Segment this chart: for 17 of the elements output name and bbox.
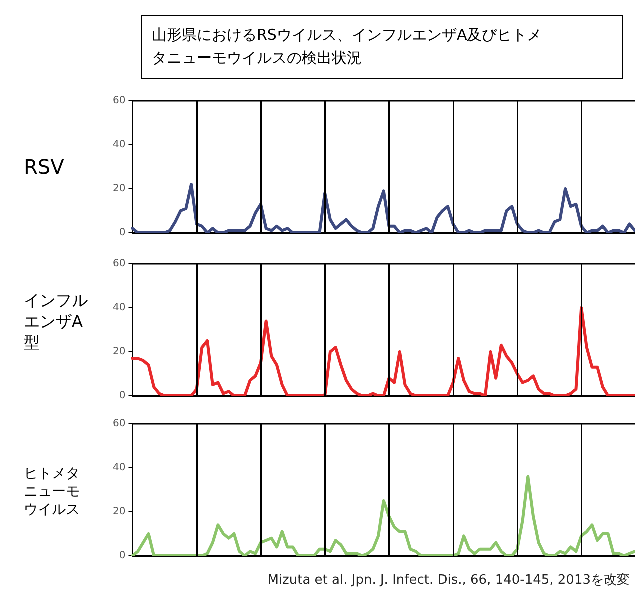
y-tick-label: 60 bbox=[112, 418, 126, 430]
y-tick-label: 40 bbox=[112, 462, 126, 474]
text: Mizuta et al. Jpn. J. Infect. Dis., 66, 140-145, 2013を改変 bbox=[266, 573, 630, 589]
y-axis-title: ヒトメタニューモウイルス bbox=[24, 465, 81, 520]
chart-title: 山形県におけるRSウイルス、インフルエンザA及びヒトメタニューモウイルスの検出状況 bbox=[141, 15, 623, 79]
y-tick-label: 60 bbox=[112, 96, 126, 107]
y-tick-label: 60 bbox=[112, 258, 126, 270]
y-tick-label: 20 bbox=[112, 184, 126, 195]
y-tick-label: 20 bbox=[112, 346, 126, 358]
y-axis-title: インフルエンザA型 bbox=[24, 291, 89, 354]
y-tick-label: 40 bbox=[112, 140, 126, 151]
y-tick-label: 40 bbox=[112, 302, 126, 314]
y-tick-label: 0 bbox=[119, 390, 126, 402]
y-axis-title: RSV bbox=[24, 154, 66, 180]
y-tick-label: 20 bbox=[112, 506, 126, 518]
y-tick-label: 0 bbox=[119, 550, 126, 562]
y-tick-label: 0 bbox=[119, 228, 126, 239]
